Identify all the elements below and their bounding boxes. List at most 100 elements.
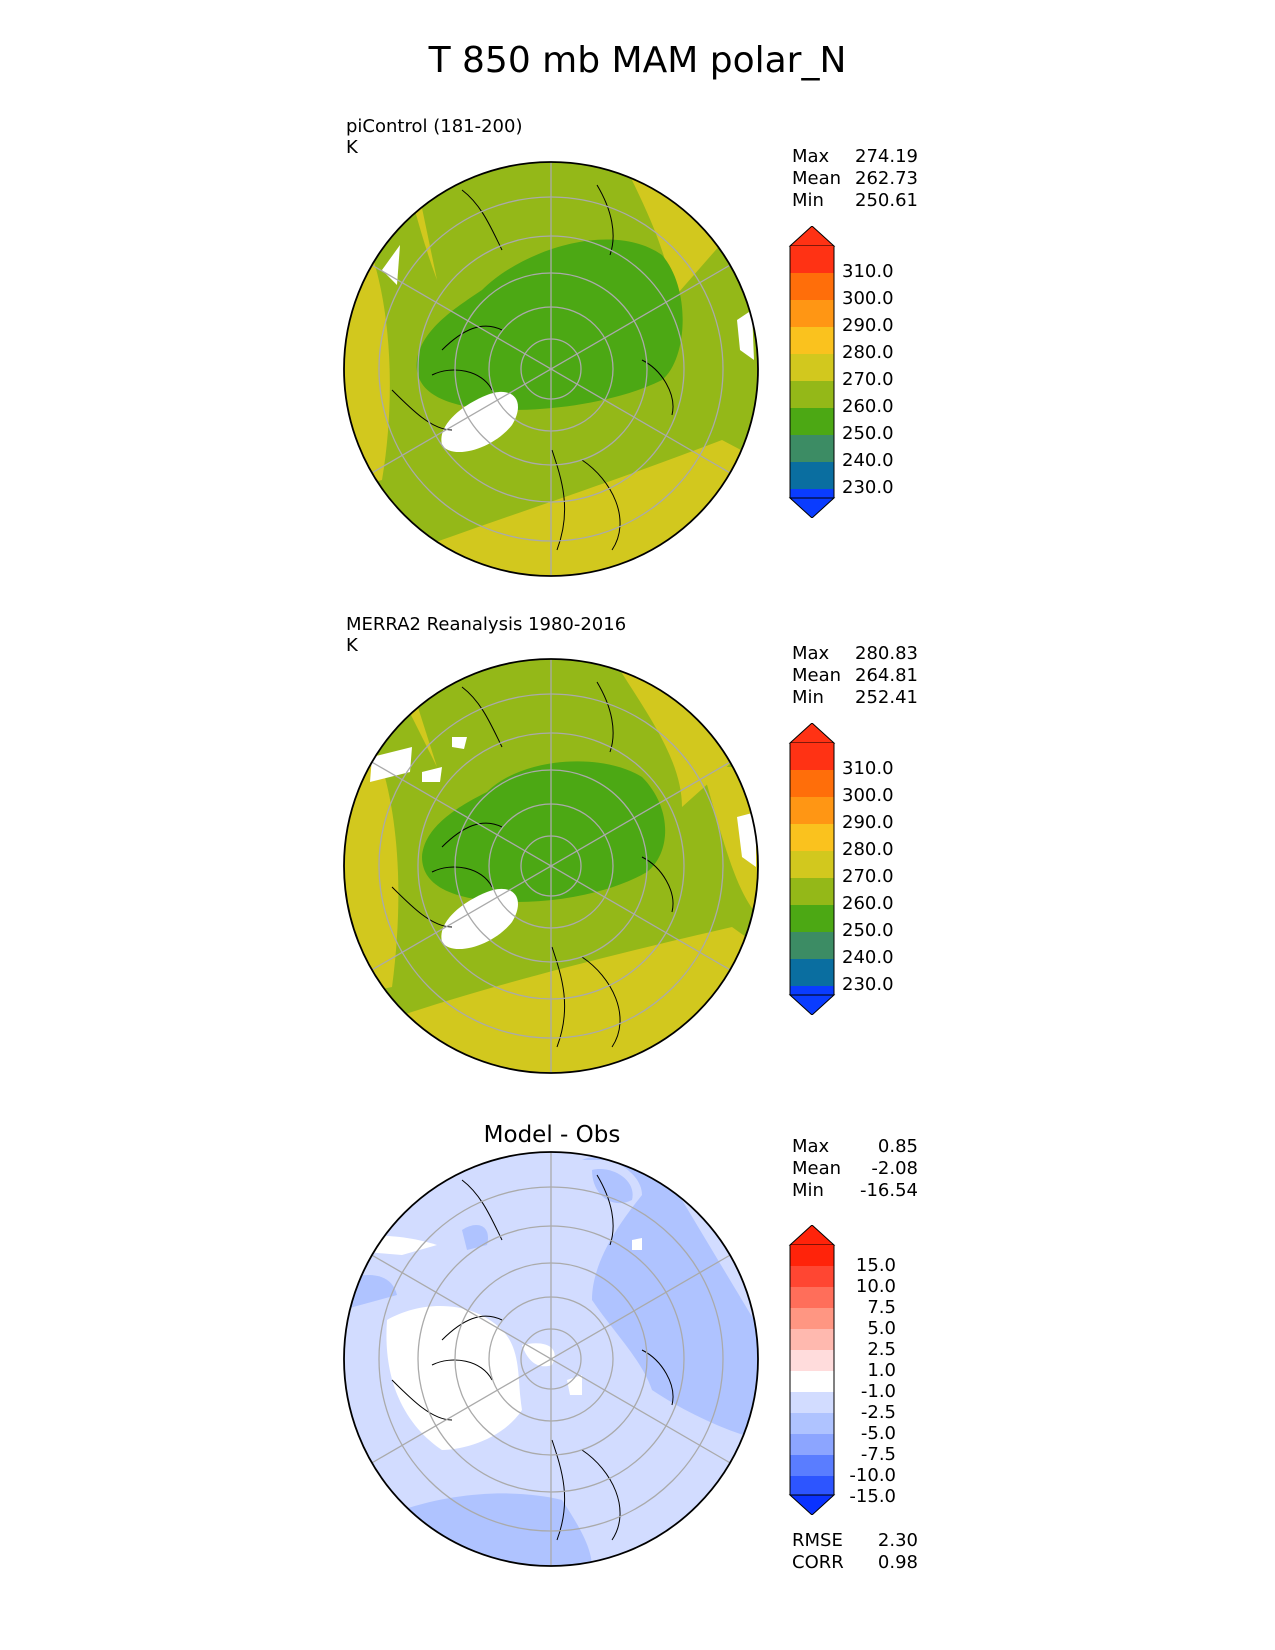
polar-map-picontrol xyxy=(342,160,760,578)
stat-value: 0.98 xyxy=(877,1552,918,1573)
cbar-swatch xyxy=(790,408,834,435)
panel2-units: K xyxy=(346,635,358,656)
cbar-swatch xyxy=(790,1287,834,1308)
cbar-swatch xyxy=(790,381,834,408)
cbar-swatch xyxy=(788,1494,836,1516)
panel2-label: MERRA2 Reanalysis 1980-2016 K xyxy=(346,614,626,656)
stat-value: 252.41 xyxy=(855,687,918,708)
cbar-swatch xyxy=(790,878,834,905)
cbar-tick: 250.0 xyxy=(842,920,894,941)
cbar-swatch xyxy=(788,1224,836,1246)
cbar-swatch xyxy=(790,246,834,273)
stat-label: CORR xyxy=(792,1552,844,1573)
cbar-tick: 240.0 xyxy=(842,450,894,471)
cbar-swatch xyxy=(790,489,834,498)
colorbar-swatches xyxy=(788,1224,836,1516)
cbar-swatch xyxy=(790,905,834,932)
cbar-swatch xyxy=(788,497,836,519)
figure-title: T 850 mb MAM polar_N xyxy=(428,40,847,81)
cbar-swatch xyxy=(790,1308,834,1329)
cbar-swatch xyxy=(790,462,834,489)
panel1-label-line1: piControl (181-200) xyxy=(346,116,523,137)
cbar-swatch xyxy=(790,824,834,851)
cbar-tick: 280.0 xyxy=(842,342,894,363)
cbar-swatch xyxy=(790,743,834,770)
cbar-tick: 290.0 xyxy=(842,812,894,833)
stat-value: 250.61 xyxy=(855,190,918,211)
cbar-swatch xyxy=(790,273,834,300)
stat-value: 0.85 xyxy=(877,1136,918,1157)
cbar-tick: 1.0 xyxy=(867,1360,896,1381)
cbar-tick: -15.0 xyxy=(849,1486,896,1507)
panel2-label-line1: MERRA2 Reanalysis 1980-2016 xyxy=(346,614,627,635)
cbar-swatch xyxy=(788,994,836,1016)
cbar-swatch xyxy=(790,435,834,462)
cbar-tick: 7.5 xyxy=(867,1297,896,1318)
cbar-tick: 270.0 xyxy=(842,866,894,887)
cbar-swatch xyxy=(790,1350,834,1371)
cbar-tick: 230.0 xyxy=(842,477,894,498)
cbar-swatch xyxy=(790,959,834,986)
stat-label: Max xyxy=(792,146,830,167)
cbar-swatch xyxy=(790,1245,834,1266)
stat-value: 280.83 xyxy=(855,643,918,664)
panel1-stats: Max 274.19 Mean 262.73 Min 250.61 xyxy=(792,146,918,212)
cbar-tick: 290.0 xyxy=(842,315,894,336)
cbar-tick: -2.5 xyxy=(860,1402,896,1423)
cbar-swatch xyxy=(788,225,836,247)
panel3-stats: Max 0.85 Mean -2.08 Min -16.54 xyxy=(792,1136,918,1202)
stat-label: Mean xyxy=(792,665,842,686)
colorbar-merra2: 310.0 300.0 290.0 280.0 270.0 260.0 250.… xyxy=(788,722,894,1019)
cbar-swatch xyxy=(790,300,834,327)
cbar-swatch xyxy=(790,932,834,959)
cbar-tick: 230.0 xyxy=(842,974,894,995)
cbar-tick: 280.0 xyxy=(842,839,894,860)
stat-label: Max xyxy=(792,643,830,664)
stat-label: Mean xyxy=(792,168,842,189)
cbar-swatch xyxy=(790,1392,834,1413)
stat-label: Max xyxy=(792,1136,830,1157)
cbar-tick: -1.0 xyxy=(860,1381,896,1402)
cbar-swatch xyxy=(790,1476,834,1495)
cbar-tick: -10.0 xyxy=(849,1465,896,1486)
cbar-tick: 270.0 xyxy=(842,369,894,390)
stat-value: -16.54 xyxy=(859,1180,918,1201)
cbar-swatch xyxy=(790,986,834,995)
cbar-tick: 260.0 xyxy=(842,893,894,914)
stat-value: 264.81 xyxy=(855,665,918,686)
cbar-swatch xyxy=(790,851,834,878)
stat-label: Min xyxy=(792,190,824,211)
cbar-tick: 310.0 xyxy=(842,261,894,282)
colorbar-swatches xyxy=(788,225,836,519)
cbar-swatch xyxy=(790,797,834,824)
stat-value: 274.19 xyxy=(855,146,918,167)
cbar-swatch xyxy=(790,1371,834,1392)
cbar-swatch xyxy=(790,770,834,797)
cbar-tick: 5.0 xyxy=(867,1318,896,1339)
stat-value: -2.08 xyxy=(871,1158,918,1179)
stat-label: Min xyxy=(792,1180,824,1201)
stat-label: Mean xyxy=(792,1158,842,1179)
cbar-tick: 15.0 xyxy=(855,1255,896,1276)
stat-value: 2.30 xyxy=(877,1530,918,1551)
cbar-swatch xyxy=(790,1329,834,1350)
cbar-tick: 250.0 xyxy=(842,423,894,444)
cbar-tick: 2.5 xyxy=(867,1339,896,1360)
colorbar-picontrol: 310.0 300.0 290.0 280.0 270.0 260.0 250.… xyxy=(788,225,894,522)
colorbar-model-minus-obs: 15.0 10.0 7.5 5.0 2.5 1.0 -1.0 -2.5 -5.0… xyxy=(788,1224,896,1519)
cbar-swatch xyxy=(790,1266,834,1287)
cbar-tick: 300.0 xyxy=(842,288,894,309)
cbar-swatch xyxy=(788,722,836,744)
panel1-units: K xyxy=(346,137,358,158)
stat-value: 262.73 xyxy=(855,168,918,189)
panel3-error-stats: RMSE 2.30 CORR 0.98 xyxy=(792,1530,918,1574)
cbar-swatch xyxy=(790,1434,834,1455)
cbar-swatch xyxy=(790,1455,834,1476)
stat-label: Min xyxy=(792,687,824,708)
cbar-tick: 300.0 xyxy=(842,785,894,806)
panel1-label: piControl (181-200) K xyxy=(346,116,522,158)
stat-label: RMSE xyxy=(792,1530,843,1551)
cbar-tick: -5.0 xyxy=(860,1423,896,1444)
cbar-swatch xyxy=(790,354,834,381)
polar-map-model-minus-obs xyxy=(342,1150,760,1568)
